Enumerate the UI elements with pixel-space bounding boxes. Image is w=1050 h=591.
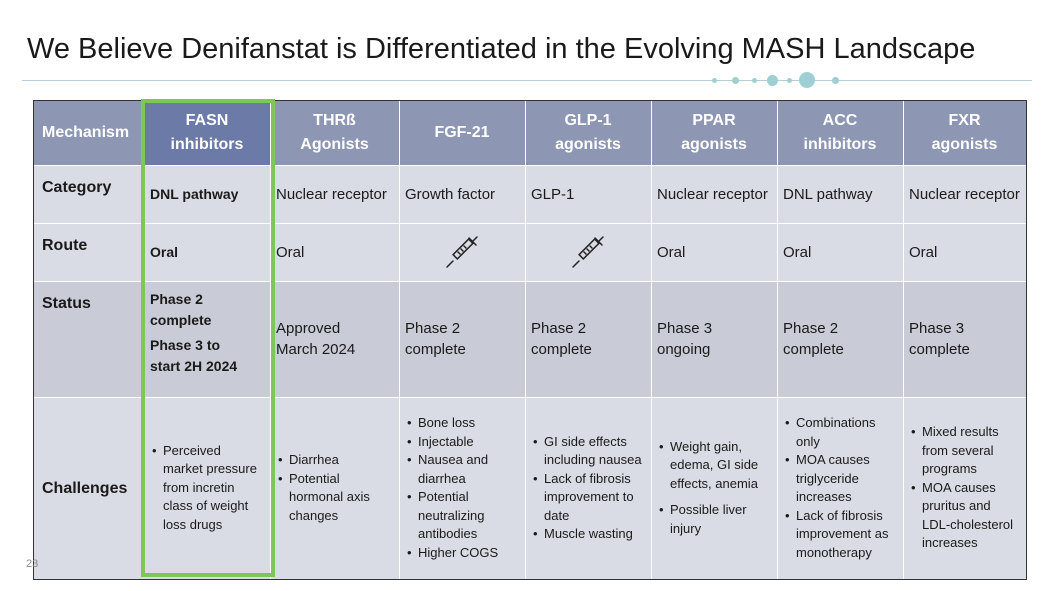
list-item: Higher COGS (405, 544, 519, 563)
fasn-highlight-frame (141, 99, 275, 577)
header-acc-inhibitors: ACC inhibitors (777, 101, 903, 165)
page-title: We Believe Denifanstat is Differentiated… (27, 33, 976, 65)
challenges-fgf21-list: Bone loss Injectable Nausea and diarrhea… (405, 414, 519, 562)
status-acc: Phase 2 complete (777, 281, 903, 397)
list-item: GI side effects including nausea (531, 433, 645, 470)
header-fxr-agonists: FXR agonists (903, 101, 1026, 165)
challenges-fgf21: Bone loss Injectable Nausea and diarrhea… (399, 397, 525, 579)
list-item: Perceived market pressure from incretin … (150, 442, 264, 535)
challenges-fxr-list: Mixed results from several programs MOA … (909, 423, 1020, 553)
list-item: Possible liver injury (657, 501, 771, 538)
list-item: Lack of fibrosis improvement to date (531, 470, 645, 526)
category-glp1: GLP-1 (525, 165, 651, 223)
category-fasn: DNL pathway (144, 165, 270, 223)
header-ppar-agonists: PPAR agonists (651, 101, 777, 165)
route-fxr: Oral (903, 223, 1026, 281)
challenges-ppar-list: Weight gain, edema, GI side effects, ane… (657, 438, 771, 539)
status-fgf21: Phase 2 complete (399, 281, 525, 397)
list-item: Mixed results from several programs (909, 423, 1020, 479)
list-item: Diarrhea (276, 451, 393, 470)
list-item: Weight gain, edema, GI side effects, ane… (657, 438, 771, 494)
header-fgf21: FGF-21 (399, 101, 525, 165)
route-ppar: Oral (651, 223, 777, 281)
route-thrb: Oral (270, 223, 399, 281)
category-fxr: Nuclear receptor (903, 165, 1026, 223)
row-label-category: Category (34, 165, 144, 223)
decorative-dots (0, 72, 1050, 88)
list-item: Nausea and diarrhea (405, 451, 519, 488)
row-label-route: Route (34, 223, 144, 281)
list-item: Potential hormonal axis changes (276, 470, 393, 526)
challenges-fasn-list: Perceived market pressure from incretin … (150, 442, 264, 535)
category-thrb: Nuclear receptor (270, 165, 399, 223)
route-glp1 (525, 223, 651, 281)
list-item: MOA causes triglyceride increases (783, 451, 897, 507)
title-divider (22, 80, 1032, 81)
header-mechanism: Mechanism (34, 101, 144, 165)
list-item: Combinations only (783, 414, 897, 451)
challenges-glp1-list: GI side effects including nausea Lack of… (531, 433, 645, 544)
route-acc: Oral (777, 223, 903, 281)
row-label-status: Status (34, 281, 144, 397)
row-label-challenges: Challenges (34, 397, 144, 579)
syringe-icon (446, 236, 478, 268)
status-thrb: Approved March 2024 (270, 281, 399, 397)
list-item: Bone loss (405, 414, 519, 433)
status-ppar: Phase 3 ongoing (651, 281, 777, 397)
challenges-ppar: Weight gain, edema, GI side effects, ane… (651, 397, 777, 579)
route-fgf21 (399, 223, 525, 281)
challenges-acc-list: Combinations only MOA causes triglycerid… (783, 414, 897, 562)
category-acc: DNL pathway (777, 165, 903, 223)
challenges-fxr: Mixed results from several programs MOA … (903, 397, 1026, 579)
category-ppar: Nuclear receptor (651, 165, 777, 223)
challenges-thrb-list: Diarrhea Potential hormonal axis changes (276, 451, 393, 525)
header-glp1-agonists: GLP-1 agonists (525, 101, 651, 165)
status-fxr: Phase 3 complete (903, 281, 1026, 397)
category-fgf21: Growth factor (399, 165, 525, 223)
status-glp1: Phase 2 complete (525, 281, 651, 397)
comparison-table: Mechanism FASN inhibitors THRß Agonists FG… (33, 100, 1027, 580)
syringe-icon (572, 236, 604, 268)
list-item: MOA causes pruritus and LDL-cholesterol … (909, 479, 1020, 553)
list-item: Potential neutralizing antibodies (405, 488, 519, 544)
status-fasn: Phase 2 complete Phase 3 to start 2H 202… (144, 281, 270, 397)
challenges-thrb: Diarrhea Potential hormonal axis changes (270, 397, 399, 579)
header-thrb-agonists: THRß Agonists (270, 101, 399, 165)
challenges-fasn: Perceived market pressure from incretin … (144, 397, 270, 579)
challenges-glp1: GI side effects including nausea Lack of… (525, 397, 651, 579)
header-fasn-inhibitors: FASN inhibitors (144, 101, 270, 165)
route-fasn: Oral (144, 223, 270, 281)
list-item: Injectable (405, 433, 519, 452)
list-item: Muscle wasting (531, 525, 645, 544)
challenges-acc: Combinations only MOA causes triglycerid… (777, 397, 903, 579)
list-item: Lack of fibrosis improvement as monother… (783, 507, 897, 563)
page-number: 23 (26, 558, 39, 570)
